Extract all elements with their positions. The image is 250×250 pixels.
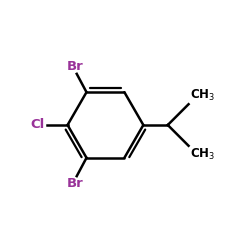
Text: CH$_3$: CH$_3$ [190,88,215,103]
Text: CH$_3$: CH$_3$ [190,147,215,162]
Text: Br: Br [67,177,84,190]
Text: Cl: Cl [30,118,45,132]
Text: Br: Br [67,60,84,73]
